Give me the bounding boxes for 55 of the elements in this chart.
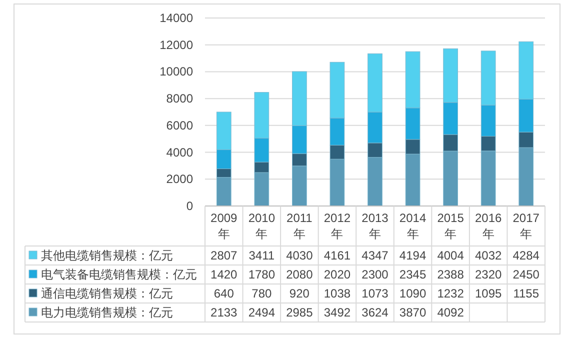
data-label: 1780	[248, 268, 276, 282]
y-tick-label: 2000	[166, 172, 194, 186]
x-tick-label: 2011年	[286, 211, 313, 241]
x-tick-label: 2009年	[210, 211, 238, 241]
y-tick-label: 6000	[166, 118, 194, 132]
data-label: 1073	[362, 286, 389, 300]
x-tick-label: 2012年	[324, 211, 351, 241]
data-label: 2345	[399, 268, 426, 282]
data-label: 2388	[437, 268, 464, 282]
data-label: 2494	[248, 306, 276, 320]
data-label: 4030	[286, 248, 314, 262]
data-label: 1038	[324, 286, 351, 300]
data-label: 4284	[512, 248, 540, 262]
data-label: 2450	[512, 268, 540, 282]
legend-label: 电力电缆销售规模：亿元	[41, 306, 173, 320]
data-label: 780	[252, 286, 272, 300]
y-tick-label: 14000	[160, 11, 194, 25]
x-tick-label: 2010年	[248, 211, 276, 241]
data-label: 1095	[474, 286, 502, 300]
data-label: 4032	[474, 248, 502, 262]
legend-label: 电气装备电缆销售规模：亿元	[41, 268, 197, 282]
data-label: 3492	[324, 306, 351, 320]
data-label: 2080	[286, 268, 314, 282]
x-tick-label: 2014年	[399, 211, 426, 241]
x-tick-label: 2016年	[474, 211, 502, 241]
x-tick-label: 2015年	[437, 211, 464, 241]
data-label: 640	[214, 286, 234, 300]
data-label: 2133	[210, 306, 238, 320]
y-tick-label: 8000	[166, 92, 194, 106]
data-label: 4161	[324, 248, 351, 262]
y-tick-label: 4000	[166, 145, 194, 160]
y-tick-label: 12000	[160, 38, 194, 52]
data-label: 2985	[286, 306, 314, 320]
data-label: 4004	[437, 248, 464, 262]
x-tick-label: 2013年	[362, 211, 389, 241]
data-label: 920	[289, 286, 310, 300]
data-label: 2300	[362, 268, 389, 282]
y-tick-label: 10000	[160, 64, 194, 79]
x-tick-label: 2017年	[512, 211, 540, 241]
y-tick-label: 0	[186, 199, 194, 213]
data-label: 4347	[362, 248, 389, 262]
data-label: 4092	[437, 306, 464, 320]
data-label: 4194	[399, 248, 426, 262]
data-label: 1155	[513, 286, 540, 300]
data-label: 1232	[437, 286, 464, 300]
data-label: 1420	[210, 268, 238, 282]
data-label: 2020	[324, 268, 351, 282]
data-label: 1090	[399, 286, 426, 300]
legend-label: 其他电缆销售规模：亿元	[41, 248, 173, 262]
data-label: 2320	[474, 268, 502, 282]
data-label: 3624	[362, 306, 389, 320]
data-label: 3870	[399, 306, 426, 320]
legend-label: 通信电缆销售规模：亿元	[41, 286, 173, 300]
data-label: 2807	[210, 248, 238, 262]
data-label: 3411	[248, 248, 275, 262]
